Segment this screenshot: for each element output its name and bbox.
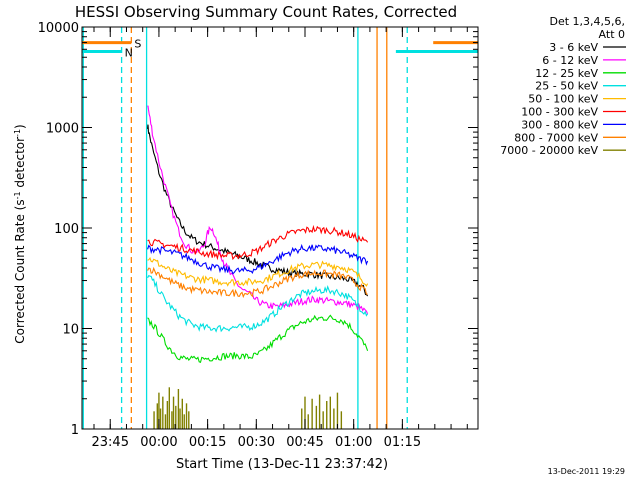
data-series-group (147, 105, 369, 429)
y-axis-label-mid: detector (13, 137, 27, 192)
y-axis-label-main: Corrected Count Rate (s (13, 199, 27, 343)
series-line-100-300kev (147, 224, 369, 261)
y-tick-label: 10 (62, 323, 79, 338)
interval-label-s: S (134, 38, 141, 51)
x-axis-label: Start Time (13-Dec-11 23:37:42) (176, 457, 388, 472)
series-line-3-6kev (147, 124, 369, 297)
x-tick-label: 23:45 (92, 435, 129, 450)
legend-header-line-2: Att 0 (599, 28, 625, 41)
x-tick-label: 01:00 (335, 435, 372, 450)
legend-header-line-1: Det 1,3,4,5,6, (549, 15, 625, 28)
generation-timestamp: 13-Dec-2011 19:29 (548, 467, 625, 476)
y-axis-label: Corrected Count Rate (s-1 detector-1) (13, 124, 27, 343)
y-axis-label-end: ) (13, 124, 27, 129)
plot-area: SN 1 10 100 1000 10000 23:45 00:00 00:15 00:30 00:… (38, 21, 479, 450)
chart-title: HESSI Observing Summary Count Rates, Cor… (75, 3, 457, 21)
y-tick-label: 100 (54, 222, 79, 237)
series-line-800-7000kev (147, 266, 368, 299)
legend-label: 6 - 12 keV (542, 54, 598, 67)
legend-label: 25 - 50 keV (535, 80, 598, 93)
legend-label: 300 - 800 keV (521, 118, 598, 131)
y-tick-label: 1000 (46, 122, 79, 137)
series-line-6-12kev (147, 105, 369, 315)
x-tick-label: 00:45 (286, 435, 323, 450)
series-line-25-50kev (147, 274, 369, 333)
y-tick-label: 10000 (38, 21, 79, 36)
legend-label: 12 - 25 keV (535, 67, 598, 80)
x-tick-label: 00:30 (238, 435, 275, 450)
legend-label: 50 - 100 keV (528, 93, 598, 106)
legend-label: 3 - 6 keV (549, 41, 598, 54)
legend-label: 100 - 300 keV (521, 106, 598, 119)
interval-label-n: N (125, 47, 133, 60)
legend-label: 800 - 7000 keV (514, 131, 598, 144)
series-line-300-800kev (147, 243, 369, 275)
legend-label: 7000 - 20000 keV (500, 144, 598, 157)
y-axis-label-sup1: -1 (13, 191, 22, 199)
y-axis: 1 10 100 1000 10000 (38, 21, 478, 438)
y-axis-label-sup2: -1 (13, 129, 22, 137)
x-axis: 23:45 00:00 00:15 00:30 00:45 01:00 01:15 (92, 27, 468, 450)
x-tick-label: 01:15 (384, 435, 421, 450)
plot-frame (81, 26, 479, 430)
y-tick-label: 1 (71, 423, 79, 438)
series-line-50-100kev (147, 256, 369, 287)
x-tick-label: 00:00 (140, 435, 177, 450)
series-7000-20000kev (153, 387, 343, 429)
x-tick-label: 00:15 (189, 435, 226, 450)
series-line-12-25kev (147, 314, 369, 364)
